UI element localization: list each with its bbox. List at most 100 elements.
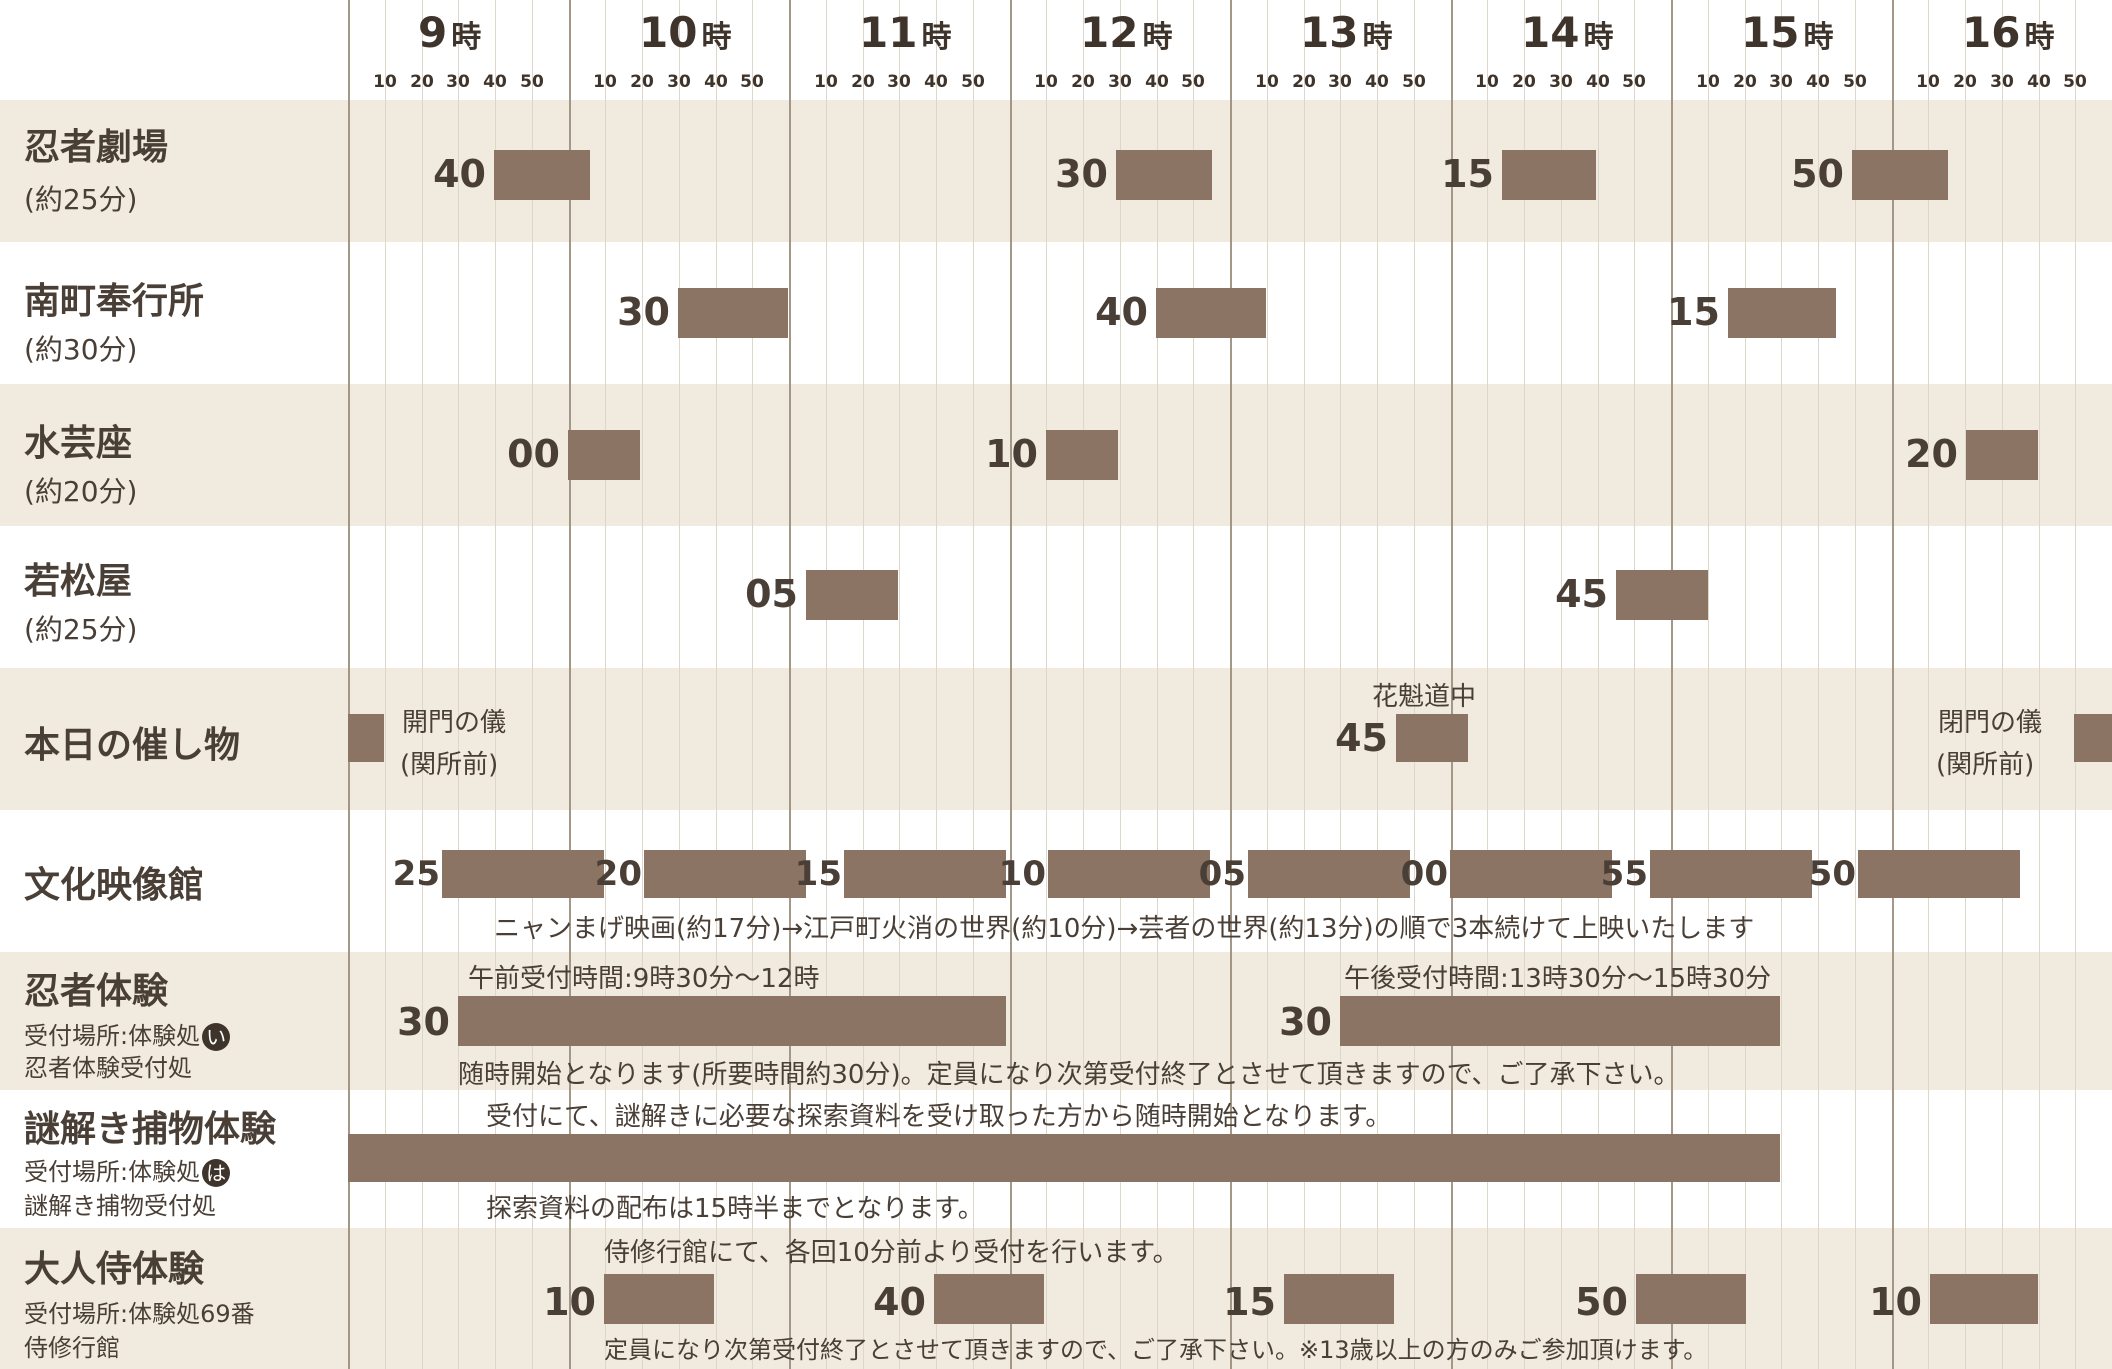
row-sub-ninja-theater: (約25分) xyxy=(24,183,138,216)
minute-gridline xyxy=(1487,0,1488,1369)
am-note: 午前受付時間:9時30分〜12時 xyxy=(468,964,820,994)
minute-gridline xyxy=(458,0,459,1369)
hour-gridline xyxy=(569,0,571,1369)
minute-tick-label: 40 xyxy=(483,72,507,92)
minute-gridline xyxy=(642,0,643,1369)
closing-name: 閉門の儀 xyxy=(1938,708,2043,738)
start-label: 40 xyxy=(873,1280,926,1324)
start-label: 40 xyxy=(433,152,486,196)
row-title-minami: 南町奉行所 xyxy=(24,281,205,322)
minute-gridline xyxy=(605,0,606,1369)
minute-tick-label: 20 xyxy=(851,72,875,92)
minute-tick-label: 40 xyxy=(1145,72,1169,92)
samurai-note-bottom: 定員になり次第受付終了とさせて頂きますので、ご了承下さい。※13歳以上の方のみご… xyxy=(604,1336,1708,1364)
hour-number: 15 xyxy=(1741,8,1800,57)
start-label: 15 xyxy=(794,854,842,894)
row-place-detail-nazotoki: 謎解き捕物受付処 xyxy=(24,1192,216,1220)
closing-place: (関所前) xyxy=(1936,750,2035,780)
start-label: 15 xyxy=(1441,152,1494,196)
left-border-line xyxy=(348,0,350,1369)
row-title-suigeiza: 水芸座 xyxy=(24,423,133,464)
session-bar xyxy=(1930,1274,2038,1324)
row-bg-wakamatsuya xyxy=(0,526,2112,668)
session-bar xyxy=(934,1274,1044,1324)
hour-unit: 時 xyxy=(1142,20,1173,55)
minute-gridline xyxy=(1304,0,1305,1369)
minute-gridline xyxy=(1120,0,1121,1369)
oiran-bar xyxy=(1396,714,1468,762)
show-bar xyxy=(806,570,898,620)
hour-number: 9 xyxy=(418,8,448,57)
minute-gridline xyxy=(716,0,717,1369)
minute-tick-label: 10 xyxy=(1255,72,1279,92)
hour-unit: 時 xyxy=(2024,20,2055,55)
row-title-eizokan: 文化映像館 xyxy=(24,865,205,906)
hour-label: 15 時 xyxy=(1741,8,1833,68)
minute-tick-label: 30 xyxy=(1108,72,1132,92)
minute-tick-label: 20 xyxy=(1292,72,1316,92)
minute-gridline xyxy=(899,0,900,1369)
minute-gridline xyxy=(1855,0,1856,1369)
place-label: 受付場所:体験処 xyxy=(24,1158,201,1186)
screening-bar xyxy=(1248,850,1410,898)
minute-gridline xyxy=(1340,0,1341,1369)
row-place-samurai: 受付場所:体験処69番 xyxy=(24,1300,255,1328)
start-label: 10 xyxy=(985,432,1038,476)
hour-label: 14 時 xyxy=(1521,8,1613,68)
minute-tick-label: 10 xyxy=(1475,72,1499,92)
screening-bar xyxy=(644,850,806,898)
row-title-events: 本日の催し物 xyxy=(24,725,241,766)
pm-bar xyxy=(1340,996,1780,1046)
hour-number: 16 xyxy=(1962,8,2021,57)
closing-bar xyxy=(2074,714,2112,762)
show-bar xyxy=(1616,570,1708,620)
minute-gridline xyxy=(532,0,533,1369)
minute-tick-label: 10 xyxy=(1034,72,1058,92)
pm-start-label: 30 xyxy=(1279,1000,1332,1044)
hour-gridline xyxy=(789,0,791,1369)
place-label: 受付場所:体験処 xyxy=(24,1022,201,1050)
oiran-start-label: 45 xyxy=(1335,716,1388,760)
minute-tick-label: 40 xyxy=(2027,72,2051,92)
minute-tick-label: 10 xyxy=(593,72,617,92)
hour-label: 12 時 xyxy=(1080,8,1172,68)
show-bar xyxy=(1852,150,1948,200)
minute-gridline xyxy=(1928,0,1929,1369)
show-bar xyxy=(1046,430,1118,480)
badge-ha-icon: は xyxy=(202,1159,231,1187)
start-label: 10 xyxy=(1869,1280,1922,1324)
minute-gridline xyxy=(973,0,974,1369)
minute-tick-label: 50 xyxy=(1402,72,1426,92)
minute-tick-label: 30 xyxy=(446,72,470,92)
start-label: 45 xyxy=(1555,572,1608,616)
minute-gridline xyxy=(1598,0,1599,1369)
opening-name: 開門の儀 xyxy=(402,708,507,738)
minute-gridline xyxy=(2039,0,2040,1369)
minute-tick-label: 40 xyxy=(1586,72,1610,92)
start-label: 50 xyxy=(1808,854,1856,894)
hour-number: 14 xyxy=(1521,8,1580,57)
minute-tick-label: 50 xyxy=(520,72,544,92)
hour-number: 12 xyxy=(1080,8,1139,57)
minute-tick-label: 20 xyxy=(410,72,434,92)
start-label: 30 xyxy=(1055,152,1108,196)
minute-tick-label: 40 xyxy=(1365,72,1389,92)
minute-gridline xyxy=(1781,0,1782,1369)
show-bar xyxy=(1966,430,2038,480)
minute-tick-label: 50 xyxy=(1843,72,1867,92)
start-label: 30 xyxy=(617,290,670,334)
minute-gridline xyxy=(1083,0,1084,1369)
minute-tick-label: 40 xyxy=(704,72,728,92)
row-sub-suigeiza: (約20分) xyxy=(24,475,138,508)
hour-unit: 時 xyxy=(921,20,952,55)
start-label: 20 xyxy=(594,854,642,894)
session-bar xyxy=(1636,1274,1746,1324)
minute-gridline xyxy=(2075,0,2076,1369)
minute-tick-label: 30 xyxy=(667,72,691,92)
minute-tick-label: 30 xyxy=(1769,72,1793,92)
hour-unit: 時 xyxy=(451,20,482,55)
show-bar xyxy=(568,430,640,480)
row-title-samurai: 大人侍体験 xyxy=(24,1249,205,1290)
hour-number: 11 xyxy=(859,8,918,57)
row-bg-ninja-theater xyxy=(0,100,2112,242)
